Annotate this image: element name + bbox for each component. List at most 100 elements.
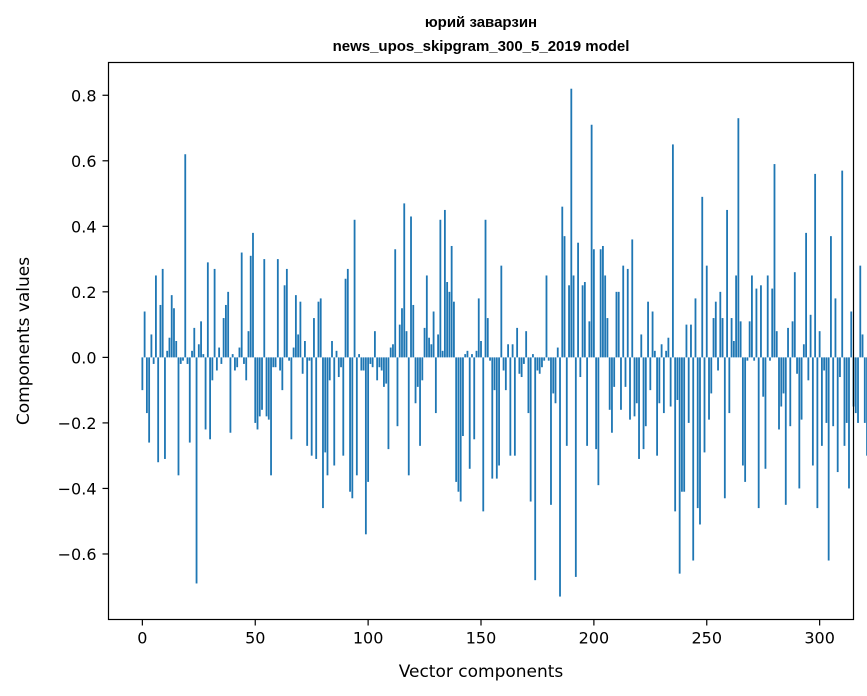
bar (238, 347, 241, 358)
bar (188, 357, 191, 443)
x-tick-label: 250 (691, 629, 722, 648)
bar (405, 331, 408, 358)
bar (495, 357, 498, 479)
bar (342, 357, 345, 456)
bar (741, 357, 744, 466)
bar (322, 357, 324, 509)
bar (267, 357, 270, 420)
bar (168, 337, 171, 358)
bar (234, 357, 236, 371)
bar (617, 291, 620, 358)
bar (265, 357, 268, 417)
bar (690, 324, 692, 358)
bar (319, 298, 322, 358)
bar (364, 357, 367, 535)
y-tick-label: −0.4 (58, 479, 97, 498)
bar (534, 357, 537, 581)
bar (193, 327, 196, 358)
bar (421, 357, 424, 381)
bar (769, 357, 771, 361)
bar (175, 341, 178, 358)
bar (572, 275, 575, 358)
bar (687, 357, 690, 423)
bar (739, 321, 742, 358)
bar (841, 170, 844, 358)
bar (705, 265, 708, 358)
bar (735, 275, 738, 358)
bar (669, 357, 672, 407)
bar (425, 275, 428, 358)
bar (726, 209, 728, 358)
bar (671, 144, 674, 358)
x-tick-label: 50 (245, 629, 265, 648)
bar (351, 357, 354, 499)
bar (597, 357, 600, 486)
x-tick-label: 150 (466, 629, 497, 648)
bar (245, 357, 248, 381)
bar (387, 357, 390, 450)
bar (642, 357, 645, 450)
bar (644, 357, 647, 427)
bar (344, 278, 347, 358)
bar (507, 344, 509, 358)
bar (800, 357, 803, 420)
bar (279, 357, 281, 371)
bar (513, 357, 516, 456)
bar (294, 295, 297, 358)
bar (791, 321, 794, 358)
bar (696, 357, 699, 509)
bar (588, 321, 591, 358)
bar (468, 357, 471, 469)
bar (667, 337, 670, 358)
bar (717, 357, 719, 371)
bar (315, 357, 318, 459)
bar (590, 124, 593, 358)
bar (407, 357, 410, 476)
bar (385, 357, 388, 384)
bar (640, 334, 643, 358)
bar (412, 304, 415, 358)
bar (437, 334, 440, 358)
bar (649, 357, 652, 391)
bar (231, 354, 234, 358)
bar (285, 268, 288, 358)
bar (712, 318, 715, 358)
bar (443, 209, 446, 358)
bar (258, 357, 261, 417)
bar (818, 331, 821, 358)
bar (561, 206, 564, 358)
bar (760, 285, 762, 358)
x-axis-ticks: 0 50 100 150 200 250 300 (137, 619, 835, 648)
bar (328, 357, 331, 381)
bar (145, 357, 148, 414)
bar (491, 357, 494, 479)
bar (477, 298, 480, 358)
bar (220, 357, 223, 364)
bar (157, 357, 160, 463)
y-tick-label: −0.2 (58, 414, 97, 433)
bar (529, 357, 532, 502)
bar (721, 318, 724, 358)
bar (159, 304, 162, 358)
bar (362, 357, 365, 371)
bar (204, 357, 207, 430)
bar (263, 259, 266, 358)
bar (678, 357, 681, 574)
bar (283, 285, 286, 358)
bar (827, 357, 830, 561)
bar (202, 354, 205, 358)
bar (554, 357, 557, 404)
bar (854, 357, 857, 414)
bar (775, 331, 778, 358)
bar (410, 216, 412, 358)
bar (820, 357, 823, 446)
bar (389, 347, 392, 358)
bar (349, 357, 351, 492)
bar (843, 357, 846, 446)
bar (331, 341, 333, 358)
bar (574, 357, 577, 577)
bar (723, 357, 726, 499)
bar (206, 262, 209, 358)
bar (200, 321, 202, 358)
bars-group (141, 88, 867, 597)
